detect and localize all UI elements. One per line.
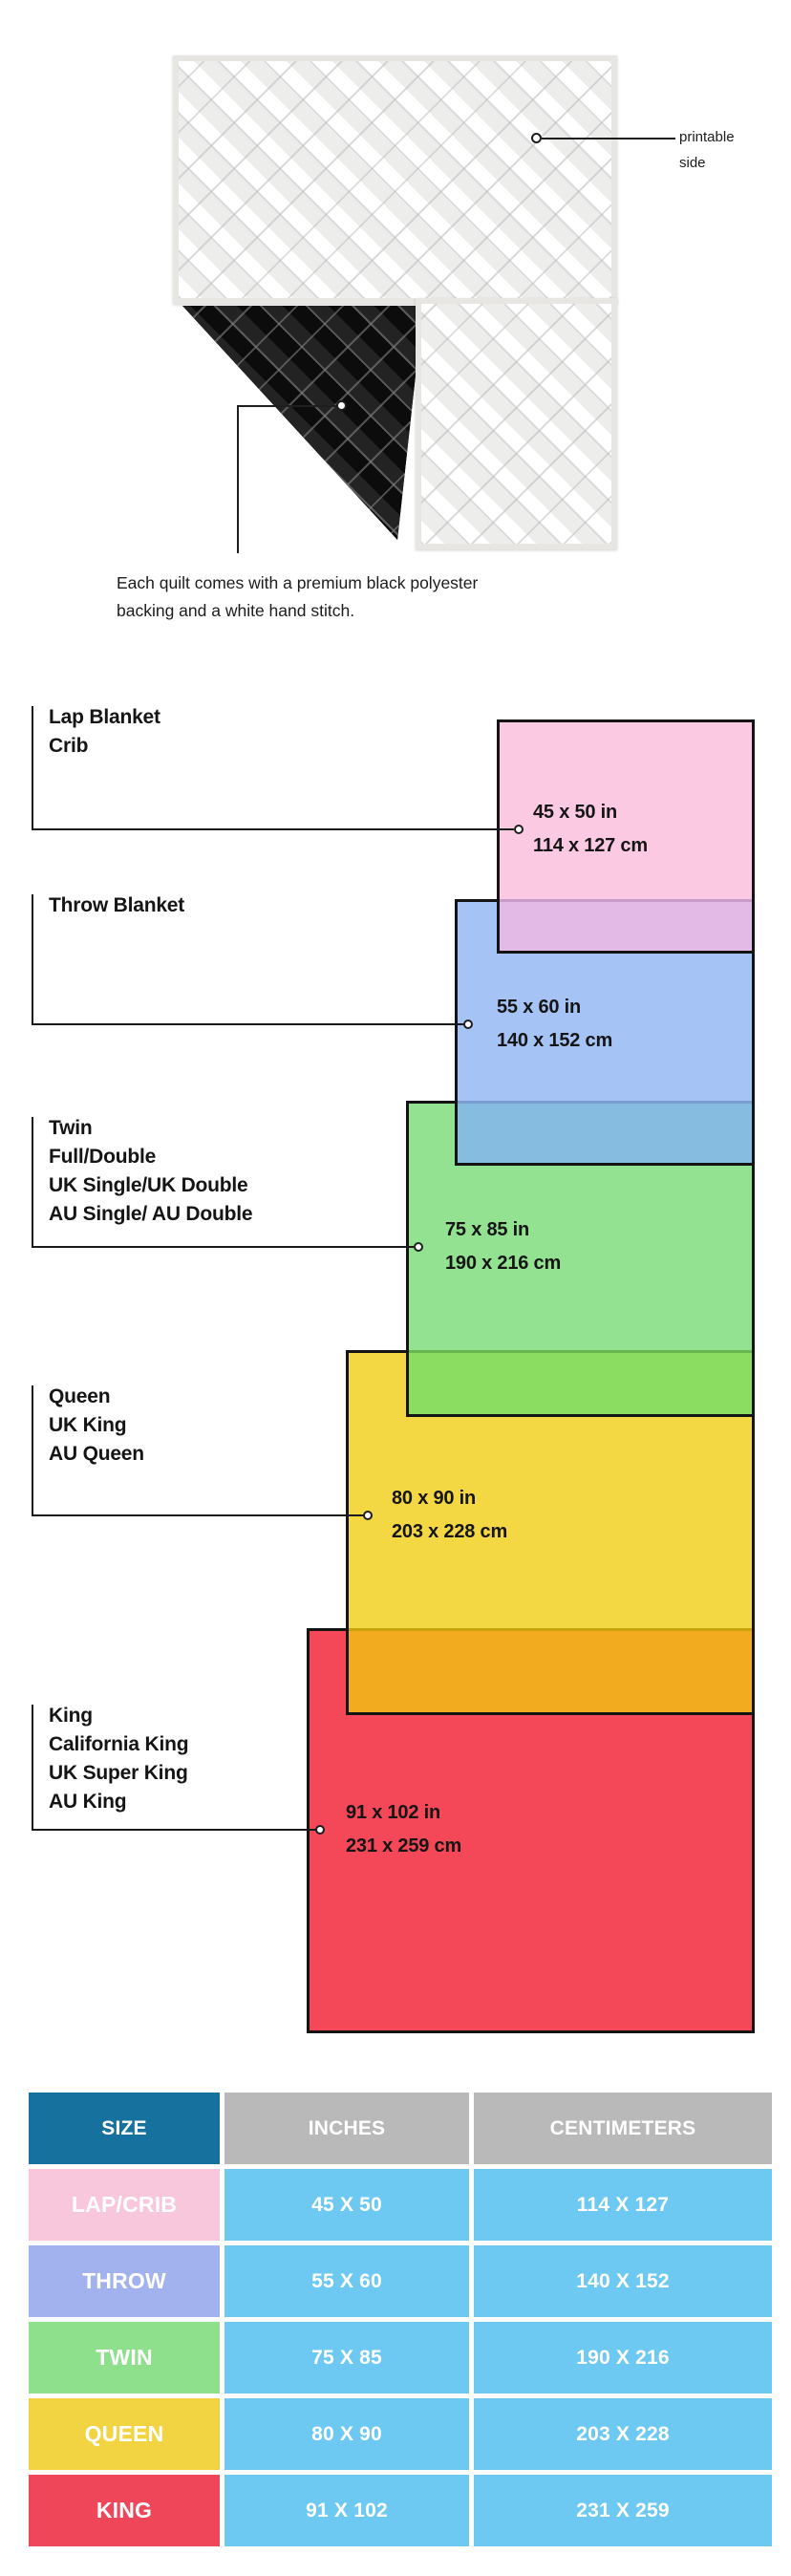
quilt-printable-side	[173, 55, 617, 304]
table-row-queen-cm: 203 X 228	[474, 2398, 772, 2470]
table-header-size: SIZE	[29, 2093, 220, 2164]
label-king: King California King UK Super King AU Ki…	[49, 1702, 189, 1816]
quilt-caption-line1: Each quilt comes with a premium black po…	[117, 573, 479, 592]
table-row-king-cm: 231 X 259	[474, 2475, 772, 2546]
quilt-black-backing	[182, 306, 423, 540]
table-row-queen-inches: 80 X 90	[224, 2398, 469, 2470]
throw-leader-horizontal	[32, 1023, 463, 1025]
table-header-inches: INCHES	[224, 2093, 469, 2164]
table-row-throw-size: THROW	[29, 2245, 220, 2317]
queen-centimeters: 203 x 228 cm	[392, 1521, 508, 1542]
label-lap-crib: Lap Blanket Crib	[49, 703, 160, 761]
quilt-caption-line2: backing and a white hand stitch.	[117, 601, 355, 620]
table-row-lap-crib-inches: 45 X 50	[224, 2169, 469, 2241]
king-centimeters: 231 x 259 cm	[346, 1835, 462, 1857]
label-queen: Queen UK King AU Queen	[49, 1383, 144, 1469]
throw-leader-vertical	[32, 894, 33, 1025]
label-throw: Throw Blanket	[49, 891, 184, 920]
black-backing-leader-horizontal	[237, 405, 336, 407]
size-rect-lap-crib	[497, 719, 755, 954]
label-line: UK Single/UK Double	[49, 1174, 248, 1196]
label-line: Crib	[49, 735, 89, 757]
label-line: Lap Blanket	[49, 706, 160, 728]
table-header-centimeters: CENTIMETERS	[474, 2093, 772, 2164]
queen-over-king-overlap	[349, 1628, 752, 1712]
twin-over-queen-overlap	[409, 1350, 752, 1414]
lap-over-throw-overlap	[500, 899, 752, 951]
twin-measurements: 75 x 85 in 190 x 216 cm	[445, 1213, 561, 1280]
throw-centimeters: 140 x 152 cm	[497, 1030, 613, 1051]
table-row-lap-crib-cm: 114 X 127	[474, 2169, 772, 2241]
queen-leader-horizontal	[32, 1514, 365, 1516]
king-measurements: 91 x 102 in 231 x 259 cm	[346, 1796, 461, 1863]
label-line: AU King	[49, 1791, 127, 1813]
throw-marker-icon	[463, 1020, 473, 1029]
label-line: Throw Blanket	[49, 894, 185, 916]
printable-side-label: printable side	[679, 129, 735, 171]
lap-inches: 45 x 50 in	[533, 802, 618, 823]
throw-inches: 55 x 60 in	[497, 997, 582, 1018]
lap-measurements: 45 x 50 in 114 x 127 cm	[533, 796, 648, 863]
table-row-lap-crib-size: LAP/CRIB	[29, 2169, 220, 2241]
king-marker-icon	[315, 1825, 325, 1835]
queen-marker-icon	[363, 1511, 373, 1520]
label-line: Queen	[49, 1385, 111, 1407]
label-line: California King	[49, 1733, 189, 1755]
throw-measurements: 55 x 60 in 140 x 152 cm	[497, 991, 612, 1058]
black-backing-marker-icon	[336, 400, 347, 411]
label-line: UK Super King	[49, 1762, 188, 1784]
lap-centimeters: 114 x 127 cm	[533, 835, 648, 856]
queen-inches: 80 x 90 in	[392, 1488, 477, 1509]
label-line: Twin	[49, 1117, 93, 1139]
table-row-throw-inches: 55 X 60	[224, 2245, 469, 2317]
black-backing-leader-vertical	[237, 405, 239, 553]
size-table: SIZE INCHES CENTIMETERS LAP/CRIB 45 X 50…	[29, 2093, 772, 2546]
label-line: Full/Double	[49, 1146, 157, 1168]
quilt-caption: Each quilt comes with a premium black po…	[117, 569, 728, 625]
label-line: AU Single/ AU Double	[49, 1203, 253, 1225]
table-row-queen-size: QUEEN	[29, 2398, 220, 2470]
label-twin: Twin Full/Double UK Single/UK Double AU …	[49, 1114, 253, 1229]
table-row-twin-size: TWIN	[29, 2322, 220, 2394]
label-line: UK King	[49, 1414, 127, 1436]
queen-measurements: 80 x 90 in 203 x 228 cm	[392, 1482, 507, 1549]
quilt-lower-right-panel	[416, 298, 617, 549]
table-row-throw-cm: 140 X 152	[474, 2245, 772, 2317]
twin-inches: 75 x 85 in	[445, 1219, 530, 1240]
printable-side-marker-icon	[531, 133, 542, 143]
king-inches: 91 x 102 in	[346, 1802, 440, 1823]
queen-leader-vertical	[32, 1385, 33, 1516]
lap-leader-vertical	[32, 706, 33, 830]
throw-over-twin-overlap	[458, 1101, 752, 1163]
twin-leader-vertical	[32, 1117, 33, 1248]
label-line: King	[49, 1705, 93, 1727]
table-row-king-size: KING	[29, 2475, 220, 2546]
twin-leader-horizontal	[32, 1246, 414, 1248]
lap-leader-horizontal	[32, 828, 514, 830]
printable-side-leader-line	[542, 138, 675, 140]
table-row-twin-inches: 75 X 85	[224, 2322, 469, 2394]
table-row-twin-cm: 190 X 216	[474, 2322, 772, 2394]
twin-marker-icon	[414, 1242, 423, 1252]
twin-centimeters: 190 x 216 cm	[445, 1253, 562, 1274]
king-leader-horizontal	[32, 1829, 317, 1831]
king-leader-vertical	[32, 1705, 33, 1831]
table-row-king-inches: 91 X 102	[224, 2475, 469, 2546]
label-line: AU Queen	[49, 1443, 144, 1465]
lap-marker-icon	[514, 825, 524, 834]
